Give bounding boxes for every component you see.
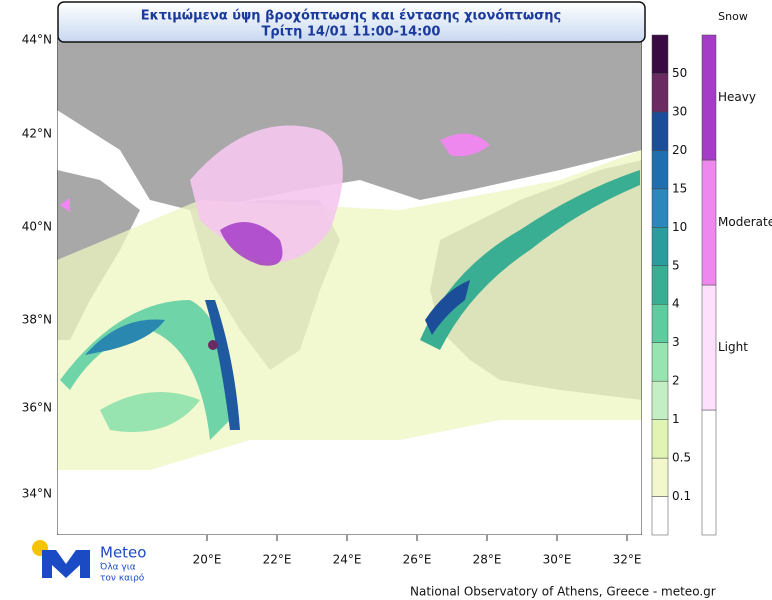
rain-level: 20 [672,143,687,157]
logo-mark [42,550,90,578]
rain-level: 3 [672,335,680,349]
lat-label: 44°N [22,33,52,47]
rain-swatch [651,342,669,382]
rain-max [208,340,218,350]
rain-swatch [651,457,669,497]
logo-tagline: τον καιρό [100,573,145,584]
snow-level: Light [718,340,748,354]
lat-label: 36°N [22,401,52,415]
rain-level: 30 [672,104,687,118]
logo-name: Meteo [100,544,146,562]
snow-level: Heavy [718,90,756,104]
snow-swatch [701,284,717,411]
rain-swatch [651,111,669,151]
snow-swatch [701,159,717,286]
lon-label: 22°E [263,553,292,567]
lat-label: 34°N [22,487,52,501]
rain-level: 5 [672,258,680,272]
snow-title: Snow [718,10,748,23]
title: Εκτιμώμενα ύψη βροχόπτωσης και έντασης χ… [141,9,562,24]
rain-level: 4 [672,297,680,311]
footer: National Observatory of Athens, Greece -… [410,585,716,599]
rain-swatch [651,419,669,459]
map [57,38,642,535]
rain-swatch [651,227,669,267]
rain-level: 1 [672,412,680,426]
rain-level: 15 [672,181,687,195]
rain-swatch [651,380,669,420]
snow-moderate [440,133,490,157]
snow-level: Moderate [718,215,772,229]
rain-core [85,319,165,355]
lat-label: 42°N [22,127,52,141]
rain-level: 10 [672,220,687,234]
title-box [57,1,646,43]
rain-core [205,300,240,430]
rain-level: 2 [672,374,680,388]
rain-swatch [651,303,669,343]
lon-label: 20°E [193,553,222,567]
subtitle: Τρίτη 14/01 11:00-14:00 [262,25,441,40]
rain-swatch [651,188,669,228]
lon-label: 28°E [473,553,502,567]
rain-level: 0.5 [672,451,691,465]
snow-moderate [60,198,70,212]
rain-band [420,170,640,350]
rain-swatch [651,150,669,190]
lon-label: 30°E [543,553,572,567]
rain-swatch [651,496,669,536]
rain-patch [100,392,200,432]
lon-label: 32°E [613,553,642,567]
snow-swatch [701,409,717,536]
lat-label: 38°N [22,313,52,327]
rain-swatch [651,73,669,113]
snow-heavy [220,222,283,266]
rain-swatch [651,34,669,74]
lon-label: 24°E [333,553,362,567]
logo-tagline: Όλα για [99,562,136,573]
rain-band [60,300,230,440]
snow-swatch [701,34,717,161]
lon-label: 26°E [403,553,432,567]
rain-core [425,280,470,335]
rain-swatch [651,265,669,305]
rain-level: 50 [672,66,687,80]
lat-label: 40°N [22,220,52,234]
rain-level: 0.1 [672,489,691,503]
